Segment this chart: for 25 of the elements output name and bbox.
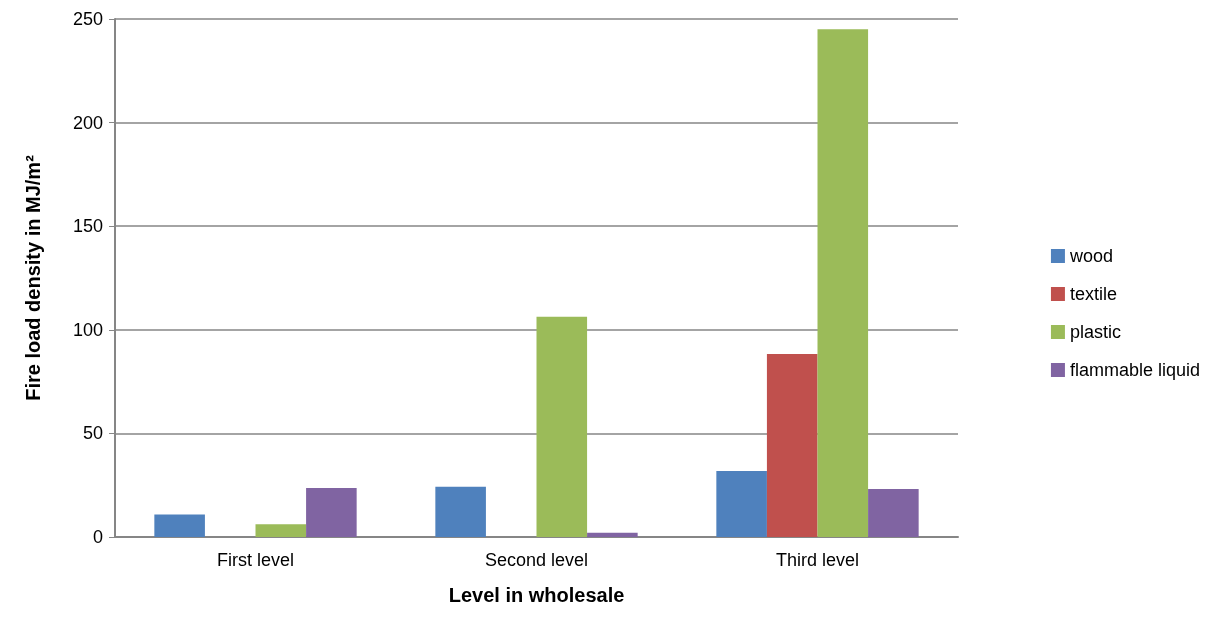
y-tick-label: 250 — [72, 9, 103, 29]
bar — [868, 488, 919, 537]
y-tick-label: 0 — [92, 527, 103, 547]
bar — [435, 486, 486, 537]
y-axis-title: Fire load density in MJ/m² — [22, 154, 44, 401]
y-tick-label: 200 — [72, 112, 103, 133]
legend-label: textile — [1069, 284, 1117, 304]
legend-label: flammable liquid — [1069, 360, 1200, 380]
bar — [766, 354, 818, 537]
bar — [716, 471, 767, 537]
x-tick-label: First level — [216, 550, 295, 570]
y-tick-label: 100 — [72, 319, 103, 340]
x-tick-label: Third level — [775, 550, 860, 570]
y-tick-label: 50 — [82, 423, 103, 444]
legend-label: plastic — [1069, 322, 1121, 342]
bar — [255, 524, 307, 537]
bar — [154, 514, 205, 537]
bar — [536, 316, 588, 537]
bar — [817, 29, 869, 537]
x-axis-title: Level in wholesale — [448, 584, 625, 606]
bar — [306, 488, 357, 537]
y-tick-label: 150 — [72, 216, 103, 237]
x-tick-label: Second level — [484, 550, 589, 570]
bar — [587, 532, 638, 537]
legend-label: wood — [1068, 246, 1113, 266]
